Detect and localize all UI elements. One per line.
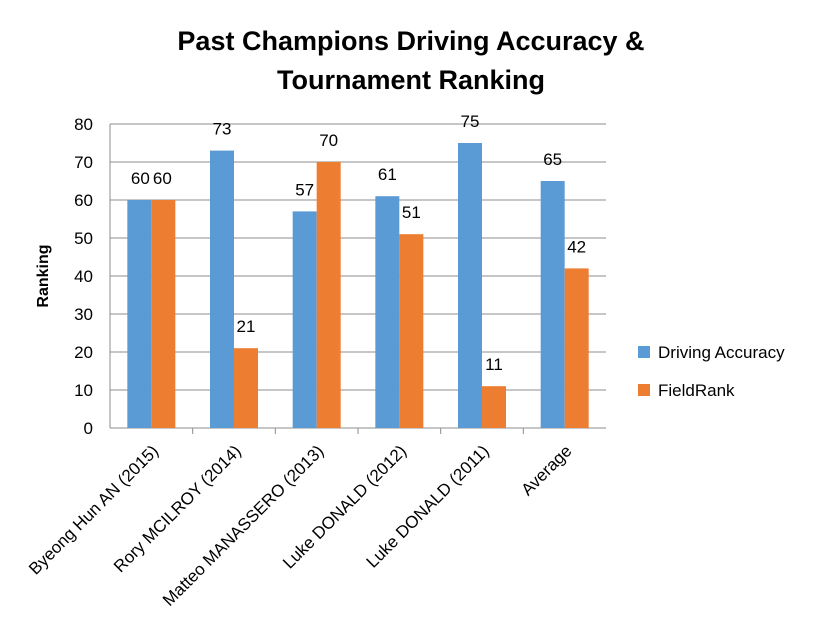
bar-fieldrank	[564, 268, 589, 428]
y-axis-label: Ranking	[35, 244, 52, 307]
bar-fieldrank	[399, 234, 424, 428]
y-tick-label: 60	[74, 191, 93, 210]
data-label: 61	[378, 165, 397, 184]
x-category-label: Matteo MANASSERO (2013)	[159, 441, 327, 609]
legend-swatch-driving-accuracy	[638, 346, 650, 358]
bar-driving-accuracy	[375, 196, 400, 428]
legend-label-driving-accuracy: Driving Accuracy	[658, 343, 785, 362]
legend-label-fieldrank: FieldRank	[658, 381, 735, 400]
bar-fieldrank	[316, 162, 341, 428]
bar-fieldrank	[482, 386, 506, 428]
bars	[127, 143, 589, 428]
x-category-labels: Byeong Hun AN (2015)Rory MCILROY (2014)M…	[25, 441, 575, 609]
y-tick-label: 40	[74, 267, 93, 286]
y-tick-label: 70	[74, 153, 93, 172]
chart-title-line-2: Tournament Ranking	[277, 65, 545, 95]
data-label: 42	[567, 237, 586, 256]
bar-driving-accuracy	[127, 200, 152, 428]
data-labels: 60 60 73 21 57 70 61 51 75 11 65 42	[131, 112, 586, 374]
bar-fieldrank	[151, 200, 176, 428]
bar-driving-accuracy	[292, 211, 317, 428]
y-tick-label: 10	[74, 381, 93, 400]
data-label: 57	[295, 180, 314, 199]
data-label: 70	[319, 131, 338, 150]
legend: Driving Accuracy FieldRank	[638, 343, 785, 400]
data-label: 60	[153, 169, 172, 188]
data-label: 60	[131, 169, 150, 188]
data-label: 73	[213, 120, 232, 139]
data-label: 21	[237, 317, 256, 336]
y-tick-label: 30	[74, 305, 93, 324]
chart-title-line-1: Past Champions Driving Accuracy &	[177, 26, 644, 56]
y-tick-label: 20	[74, 343, 93, 362]
bar-driving-accuracy	[458, 143, 482, 428]
y-tick-label: 50	[74, 229, 93, 248]
y-tick-label: 80	[74, 115, 93, 134]
data-label: 11	[485, 355, 503, 374]
x-category-label: Average	[518, 441, 576, 499]
data-label: 65	[543, 150, 562, 169]
bar-driving-accuracy	[210, 150, 234, 428]
data-label: 51	[402, 203, 421, 222]
bar-driving-accuracy	[540, 181, 565, 428]
legend-swatch-fieldrank	[638, 384, 650, 396]
bar-fieldrank	[234, 348, 258, 428]
data-label: 75	[461, 112, 480, 131]
gridlines	[109, 123, 606, 434]
y-tick-label: 0	[84, 419, 93, 438]
y-tick-labels: 0 10 20 30 40 50 60 70 80	[74, 115, 93, 438]
